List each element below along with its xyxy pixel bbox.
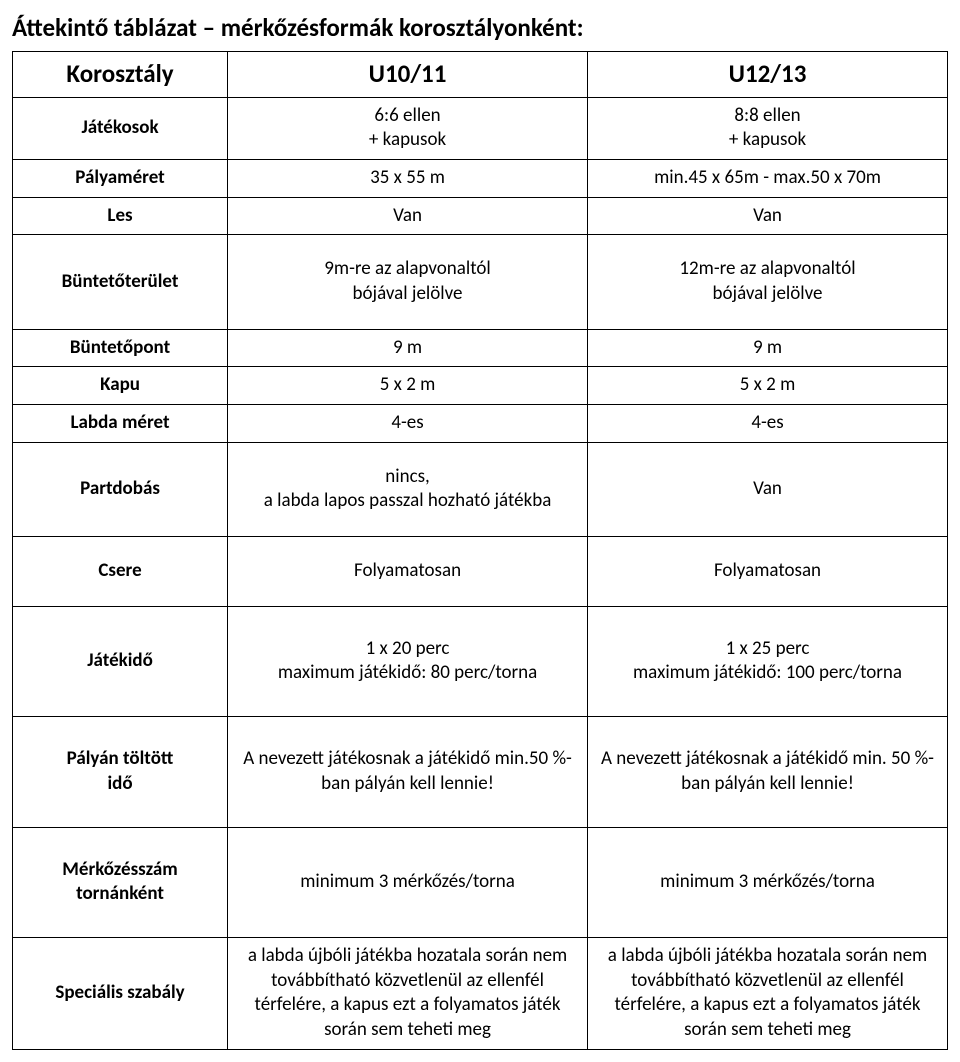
cell: Van — [588, 442, 948, 536]
row-label: Büntetőpont — [13, 329, 228, 367]
cell: 12m-re az alapvonaltólbójával jelölve — [588, 235, 948, 329]
table-row: Les Van Van — [13, 197, 948, 235]
cell: minimum 3 mérkőzés/torna — [228, 827, 588, 937]
cell: a labda újbóli játékba hozatala során ne… — [228, 937, 588, 1049]
cell: Van — [228, 197, 588, 235]
header-col1: U10/11 — [228, 52, 588, 98]
table-row: Labda méret 4-es 4-es — [13, 405, 948, 443]
row-label: Kapu — [13, 367, 228, 405]
table-row: Mérkőzésszámtornánként minimum 3 mérkőzé… — [13, 827, 948, 937]
row-label: Pályaméret — [13, 159, 228, 197]
row-label: Játékidő — [13, 606, 228, 716]
cell: 4-es — [588, 405, 948, 443]
header-col2: U12/13 — [588, 52, 948, 98]
cell: nincs,a labda lapos passzal hozható játé… — [228, 442, 588, 536]
row-label: Labda méret — [13, 405, 228, 443]
table-row: Partdobás nincs,a labda lapos passzal ho… — [13, 442, 948, 536]
page-title: Áttekintő táblázat – mérkőzésformák koro… — [12, 12, 948, 43]
cell: 1 x 25 percmaximum játékidő: 100 perc/to… — [588, 606, 948, 716]
row-label: Speciális szabály — [13, 937, 228, 1049]
cell: A nevezett játékosnak a játékidő min.50 … — [228, 717, 588, 827]
table-row: Pályaméret 35 x 55 m min.45 x 65m - max.… — [13, 159, 948, 197]
row-label: Mérkőzésszámtornánként — [13, 827, 228, 937]
cell: Folyamatosan — [588, 537, 948, 607]
cell: minimum 3 mérkőzés/torna — [588, 827, 948, 937]
cell: A nevezett játékosnak a játékidő min. 50… — [588, 717, 948, 827]
cell: Folyamatosan — [228, 537, 588, 607]
table-row: Büntetőterület 9m-re az alapvonaltólbójá… — [13, 235, 948, 329]
row-label: Les — [13, 197, 228, 235]
table-row: Játékosok 6:6 ellen+ kapusok 8:8 ellen+ … — [13, 97, 948, 159]
cell: 5 x 2 m — [588, 367, 948, 405]
cell: 6:6 ellen+ kapusok — [228, 97, 588, 159]
cell: 9m-re az alapvonaltólbójával jelölve — [228, 235, 588, 329]
cell: 8:8 ellen+ kapusok — [588, 97, 948, 159]
overview-table: Korosztály U10/11 U12/13 Játékosok 6:6 e… — [12, 51, 948, 1050]
cell: 9 m — [228, 329, 588, 367]
row-label: Büntetőterület — [13, 235, 228, 329]
cell: 35 x 55 m — [228, 159, 588, 197]
table-row: Büntetőpont 9 m 9 m — [13, 329, 948, 367]
cell: 1 x 20 percmaximum játékidő: 80 perc/tor… — [228, 606, 588, 716]
row-label: Játékosok — [13, 97, 228, 159]
cell: Van — [588, 197, 948, 235]
header-label: Korosztály — [13, 52, 228, 98]
row-label: Csere — [13, 537, 228, 607]
table-row: Speciális szabály a labda újbóli játékba… — [13, 937, 948, 1049]
table-row: Pályán töltöttidő A nevezett játékosnak … — [13, 717, 948, 827]
cell: min.45 x 65m - max.50 x 70m — [588, 159, 948, 197]
table-row: Csere Folyamatosan Folyamatosan — [13, 537, 948, 607]
cell: 4-es — [228, 405, 588, 443]
row-label: Partdobás — [13, 442, 228, 536]
table-row: Játékidő 1 x 20 percmaximum játékidő: 80… — [13, 606, 948, 716]
cell: 5 x 2 m — [228, 367, 588, 405]
row-label: Pályán töltöttidő — [13, 717, 228, 827]
cell: a labda újbóli játékba hozatala során ne… — [588, 937, 948, 1049]
cell: 9 m — [588, 329, 948, 367]
table-row: Kapu 5 x 2 m 5 x 2 m — [13, 367, 948, 405]
